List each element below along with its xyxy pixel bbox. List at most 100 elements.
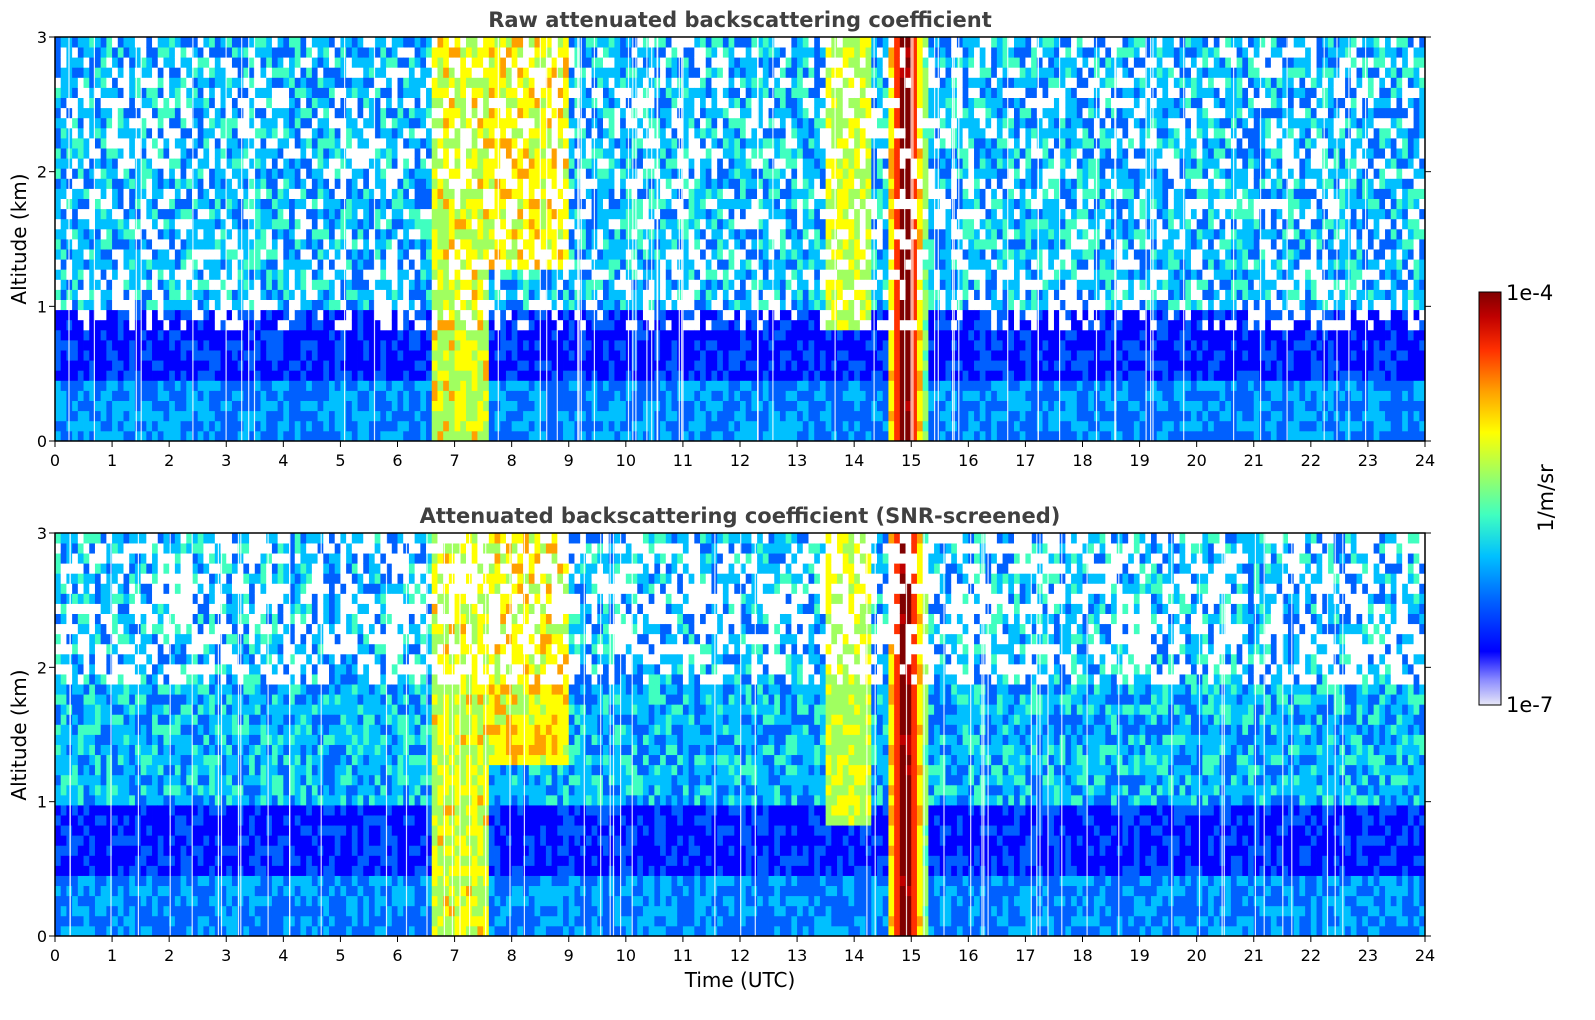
heatmap-cell	[226, 97, 233, 109]
heatmap-cell	[728, 309, 735, 321]
heatmap-cell	[254, 208, 261, 220]
heatmap-cell	[682, 198, 690, 210]
heatmap-cell	[511, 299, 518, 311]
heatmap-cell	[660, 228, 667, 240]
heatmap-cell	[340, 400, 347, 412]
heatmap-cell	[557, 430, 564, 442]
heatmap-cell	[568, 87, 575, 98]
heatmap-cell	[106, 370, 113, 381]
heatmap-cell	[545, 168, 553, 179]
heatmap-cell	[60, 340, 67, 351]
heatmap-cell	[637, 77, 644, 88]
heatmap-cell	[751, 57, 758, 68]
heatmap-cell	[157, 400, 164, 412]
heatmap-cell	[174, 228, 181, 240]
heatmap-cell	[346, 239, 353, 250]
heatmap-cell	[585, 67, 592, 78]
heatmap-cell	[568, 138, 575, 149]
heatmap-cell	[277, 430, 284, 442]
heatmap-cell	[660, 127, 667, 139]
heatmap-cell	[209, 198, 216, 210]
heatmap-cell	[134, 319, 142, 331]
heatmap-cell	[585, 239, 592, 250]
heatmap-cell	[386, 309, 393, 321]
heatmap-cell	[72, 279, 79, 290]
heatmap-cell	[180, 239, 187, 250]
heatmap-cell	[740, 259, 747, 270]
heatmap-cell	[637, 208, 644, 220]
heatmap-cell	[614, 67, 621, 78]
heatmap-cell	[408, 269, 416, 280]
heatmap-cell	[454, 299, 461, 311]
heatmap-cell	[500, 47, 507, 58]
heatmap-cell	[505, 350, 513, 361]
heatmap-cell	[448, 390, 455, 401]
heatmap-cell	[471, 239, 478, 250]
heatmap-cell	[580, 178, 587, 189]
heatmap-cell	[557, 57, 564, 68]
heatmap-cell	[408, 279, 416, 290]
heatmap-cell	[443, 77, 450, 88]
heatmap-cell	[357, 208, 364, 220]
heatmap-cell	[448, 360, 455, 371]
heatmap-cell	[220, 239, 227, 250]
heatmap-cell	[317, 47, 324, 58]
heatmap-cell	[152, 430, 159, 442]
heatmap-cell	[386, 47, 393, 58]
heatmap-cell	[660, 188, 667, 199]
heatmap-cell	[72, 390, 79, 401]
heatmap-cell	[277, 309, 284, 321]
heatmap-cell	[660, 400, 667, 412]
heatmap-cell	[568, 299, 575, 311]
heatmap-cell	[483, 420, 490, 432]
heatmap-cell	[505, 138, 513, 149]
heatmap-cell	[117, 97, 124, 109]
heatmap-cell	[163, 97, 170, 109]
heatmap-cell	[271, 410, 279, 422]
heatmap-cell	[762, 400, 769, 412]
heatmap-cell	[174, 138, 181, 149]
heatmap-cell	[414, 158, 421, 169]
heatmap-cell	[460, 208, 467, 220]
heatmap-cell	[391, 360, 398, 371]
heatmap-cell	[426, 87, 433, 98]
heatmap-cell	[289, 208, 296, 220]
heatmap-cell	[443, 329, 450, 341]
heatmap-cell	[563, 430, 570, 442]
heatmap-cell	[152, 208, 159, 220]
heatmap-cell	[568, 77, 575, 88]
heatmap-cell	[237, 329, 244, 341]
heatmap-cell	[260, 279, 267, 290]
heatmap-cell	[260, 198, 267, 210]
heatmap-cell	[631, 350, 638, 361]
heatmap-cell	[677, 37, 684, 48]
heatmap-cell	[563, 47, 570, 58]
heatmap-cell	[294, 198, 301, 210]
heatmap-cell	[60, 138, 67, 149]
heatmap-cell	[408, 127, 416, 139]
heatmap-cell	[517, 168, 524, 179]
heatmap-cell	[722, 138, 729, 149]
heatmap-cell	[671, 380, 678, 391]
heatmap-cell	[580, 188, 587, 199]
heatmap-cell	[597, 87, 604, 98]
heatmap-cell	[688, 319, 695, 331]
heatmap-cell	[620, 309, 627, 321]
heatmap-cell	[488, 329, 495, 341]
heatmap-cell	[568, 420, 575, 432]
heatmap-cell	[426, 57, 433, 68]
heatmap-cell	[169, 57, 176, 68]
heatmap-cell	[585, 77, 592, 88]
heatmap-cell	[608, 117, 615, 129]
heatmap-cell	[426, 218, 433, 230]
heatmap-cell	[100, 249, 107, 260]
heatmap-cell	[311, 430, 318, 442]
heatmap-cell	[523, 309, 530, 321]
heatmap-cell	[637, 390, 644, 401]
heatmap-cell	[517, 117, 524, 129]
heatmap-cell	[500, 57, 507, 68]
heatmap-cell	[386, 249, 393, 260]
heatmap-cell	[414, 400, 421, 412]
heatmap-cell	[186, 77, 193, 88]
heatmap-cell	[523, 350, 530, 361]
